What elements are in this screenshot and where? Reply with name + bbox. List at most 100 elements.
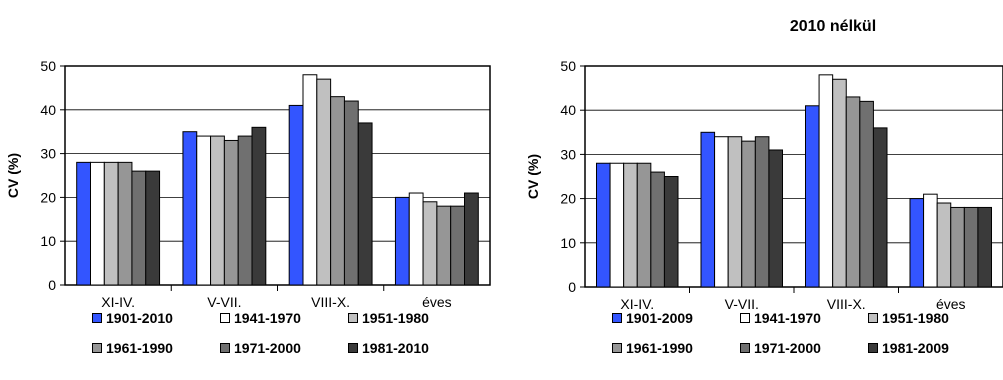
- chart-panel-left: 0 10 20 30 40 50 CV (%) XI-IV. V-VII. VIII-X. éves…: [0, 0, 500, 380]
- legend-swatch: [868, 343, 878, 353]
- legend-label: 1901-2010: [106, 310, 173, 326]
- x-tick-label: éves: [422, 294, 452, 310]
- legend-item: 1971-2000: [740, 340, 821, 356]
- y-tick-label: 40: [560, 102, 576, 118]
- legend-swatch: [348, 343, 358, 353]
- bar: [754, 136, 770, 288]
- legend-swatch: [740, 313, 750, 323]
- legend-label: 1971-2000: [754, 340, 821, 356]
- chart-title: 2010 nélkül: [789, 18, 877, 35]
- chart-panel-right: 2010 nélkül 0 10 20 30 40 50 CV (%) XI-IV. V-VII…: [520, 0, 1003, 380]
- bar: [302, 74, 318, 286]
- legend-label: 1941-1970: [234, 310, 301, 326]
- bar: [131, 170, 147, 286]
- y-tick-label: 20: [560, 191, 576, 207]
- legend-item: 1971-2000: [220, 340, 301, 356]
- legend-label: 1981-2009: [882, 340, 949, 356]
- bar: [343, 100, 359, 286]
- bar: [623, 162, 638, 288]
- bar: [609, 162, 625, 288]
- y-tick-label: 30: [560, 146, 576, 162]
- bar: [909, 198, 925, 288]
- legend-swatch: [348, 313, 358, 323]
- bar: [636, 162, 652, 288]
- y-tick-label: 10: [560, 235, 576, 251]
- bar: [288, 104, 304, 286]
- bar: [436, 205, 452, 286]
- x-tick-label: éves: [936, 296, 966, 312]
- legend-item: 1961-1990: [92, 340, 173, 356]
- legend-label: 1961-1990: [626, 340, 693, 356]
- legend-swatch: [220, 313, 230, 323]
- bar: [408, 192, 424, 286]
- bar: [464, 192, 479, 286]
- y-axis-label: CV (%): [5, 153, 21, 198]
- legend-label: 1901-2009: [626, 310, 693, 326]
- x-tick-label: XI-IV.: [620, 296, 654, 312]
- bar: [76, 161, 91, 286]
- legend-item: 1941-1970: [740, 310, 821, 326]
- bar: [90, 161, 105, 286]
- y-axis-label: CV (%): [525, 154, 541, 199]
- bar: [117, 161, 133, 286]
- bar: [182, 131, 198, 286]
- legend-item: 1951-1980: [348, 310, 429, 326]
- legend-label: 1961-1990: [106, 340, 173, 356]
- bar: [450, 205, 465, 286]
- bar-chart-without-2010: 0 10 20 30 40 50 CV (%) XI-IV. V-VII. VIII-X. éves: [525, 58, 1003, 312]
- legend-swatch: [92, 343, 102, 353]
- bar: [818, 74, 834, 288]
- bar: [223, 139, 239, 286]
- legend-swatch: [92, 313, 102, 323]
- bar: [977, 206, 993, 288]
- legend-label: 1971-2000: [234, 340, 301, 356]
- legend-item: 1981-2010: [348, 340, 429, 356]
- bar: [196, 135, 212, 286]
- bar: [357, 122, 373, 286]
- bar: [727, 136, 743, 288]
- y-tick-label: 20: [40, 189, 56, 205]
- legend-swatch: [220, 343, 230, 353]
- bar: [394, 196, 410, 286]
- y-tick-label: 50: [40, 58, 56, 74]
- y-tick-label: 0: [568, 279, 576, 295]
- bar: [316, 78, 332, 286]
- legend-item: 1951-1980: [868, 310, 949, 326]
- legend-swatch: [612, 313, 622, 323]
- x-tick-label: V-VII.: [725, 296, 759, 312]
- bar: [330, 96, 345, 286]
- bar: [804, 105, 820, 288]
- bar: [950, 206, 965, 288]
- legend-swatch: [868, 313, 878, 323]
- x-tick-label: V-VII.: [207, 294, 241, 310]
- legend-label: 1941-1970: [754, 310, 821, 326]
- bar: [923, 193, 938, 288]
- bar: [650, 171, 665, 288]
- bar: [210, 135, 225, 286]
- y-tick-label: 10: [40, 233, 56, 249]
- bar: [237, 135, 253, 286]
- bar: [700, 131, 716, 288]
- x-tick-label: VIII-X.: [827, 296, 866, 312]
- bar: [768, 149, 784, 288]
- bar: [859, 100, 874, 288]
- bar-chart-1901-2010: 0 10 20 30 40 50 CV (%) XI-IV. V-VII. VIII-X. éves: [5, 58, 491, 310]
- bar: [714, 136, 729, 288]
- x-tick-label: VIII-X.: [311, 294, 350, 310]
- legend-item: 1981-2009: [868, 340, 949, 356]
- bar: [832, 78, 847, 288]
- bar: [872, 127, 888, 288]
- bar: [845, 96, 861, 288]
- bar: [936, 202, 952, 288]
- bar: [595, 162, 611, 288]
- legend-label: 1951-1980: [362, 310, 429, 326]
- y-tick-label: 30: [40, 146, 56, 162]
- legend-label: 1951-1980: [882, 310, 949, 326]
- x-tick-label: XI-IV.: [101, 294, 135, 310]
- bar: [741, 140, 756, 288]
- legend-label: 1981-2010: [362, 340, 429, 356]
- legend-item: 1961-1990: [612, 340, 693, 356]
- y-tick-label: 50: [560, 58, 576, 74]
- legend-swatch: [612, 343, 622, 353]
- y-tick-label: 0: [48, 277, 56, 293]
